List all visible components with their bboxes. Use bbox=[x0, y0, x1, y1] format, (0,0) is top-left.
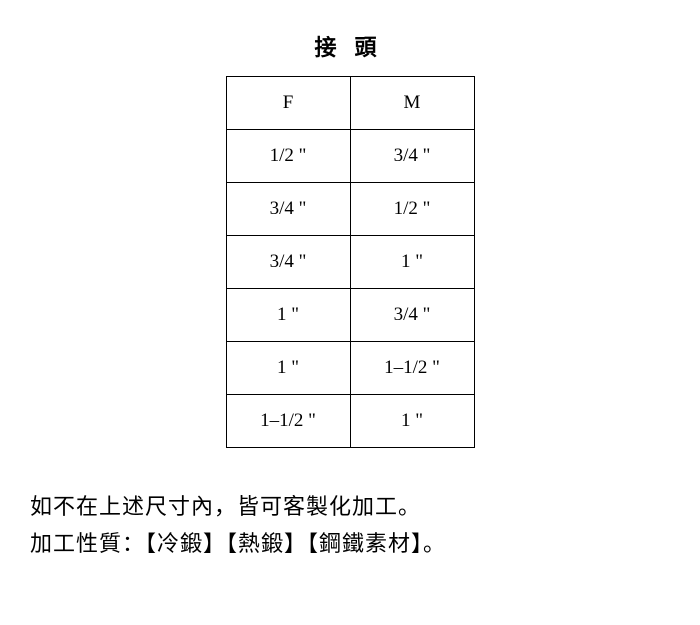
table-row: 1 " 3/4 " bbox=[226, 289, 474, 342]
cell-m: 3/4 " bbox=[350, 289, 474, 342]
cell-f: 3/4 " bbox=[226, 183, 350, 236]
cell-f: 1 " bbox=[226, 289, 350, 342]
column-header-m: M bbox=[350, 77, 474, 130]
table-row: 3/4 " 1/2 " bbox=[226, 183, 474, 236]
cell-f: 1–1/2 " bbox=[226, 395, 350, 448]
connector-size-table: F M 1/2 " 3/4 " 3/4 " 1/2 " 3/4 " 1 " 1 … bbox=[226, 76, 475, 448]
table-row: 3/4 " 1 " bbox=[226, 236, 474, 289]
footer-line-2: 加工性質：【冷鍛】【熱鍛】【鋼鐵素材】。 bbox=[30, 525, 670, 562]
footer-line-1: 如不在上述尺寸內，皆可客製化加工。 bbox=[30, 488, 670, 525]
table-row: 1/2 " 3/4 " bbox=[226, 130, 474, 183]
column-header-f: F bbox=[226, 77, 350, 130]
cell-f: 1/2 " bbox=[226, 130, 350, 183]
cell-m: 1 " bbox=[350, 236, 474, 289]
cell-m: 1 " bbox=[350, 395, 474, 448]
page-title: 接頭 bbox=[305, 30, 394, 62]
table-row: 1–1/2 " 1 " bbox=[226, 395, 474, 448]
cell-m: 3/4 " bbox=[350, 130, 474, 183]
cell-f: 1 " bbox=[226, 342, 350, 395]
cell-m: 1–1/2 " bbox=[350, 342, 474, 395]
table-row: 1 " 1–1/2 " bbox=[226, 342, 474, 395]
table-header-row: F M bbox=[226, 77, 474, 130]
footer-text: 如不在上述尺寸內，皆可客製化加工。 加工性質：【冷鍛】【熱鍛】【鋼鐵素材】。 bbox=[30, 488, 670, 563]
cell-m: 1/2 " bbox=[350, 183, 474, 236]
cell-f: 3/4 " bbox=[226, 236, 350, 289]
